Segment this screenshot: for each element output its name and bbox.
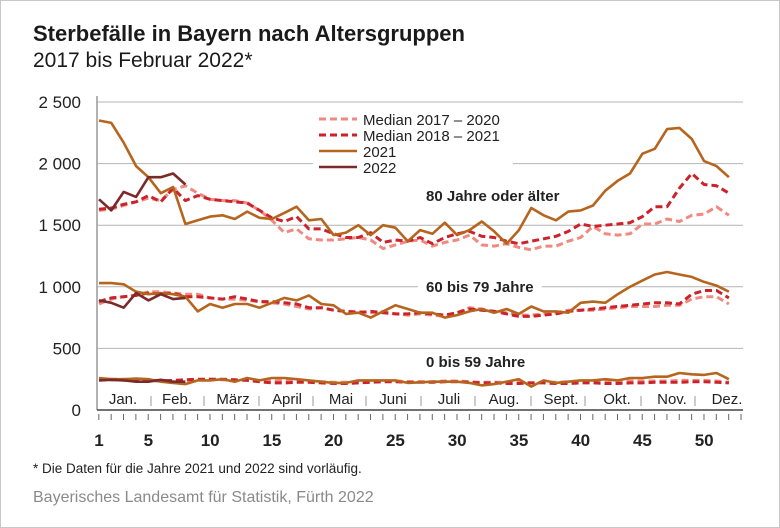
- month-label: Sept.: [543, 391, 578, 408]
- month-label: Juni: [379, 391, 407, 408]
- group-label: 80 Jahre oder älter: [426, 188, 560, 205]
- chart-subtitle: 2017 bis Februar 2022*: [33, 49, 253, 72]
- legend-label: Median 2018 – 2021: [363, 128, 500, 145]
- legend-label: 2021: [363, 144, 396, 161]
- month-label: Mai: [329, 391, 353, 408]
- series-line-2021: [99, 270, 730, 319]
- x-tick-label: 15: [262, 431, 281, 450]
- month-label: Nov.: [657, 391, 687, 408]
- series-line-median-2018-2021: [98, 172, 730, 246]
- x-tick-label: 40: [571, 431, 590, 450]
- month-label: Okt.: [603, 391, 631, 408]
- series-line-2021: [98, 371, 730, 388]
- x-tick-label: 20: [324, 431, 343, 450]
- y-tick-label: 0: [72, 401, 81, 420]
- month-label: Aug.: [489, 391, 520, 408]
- group-label: 0 bis 59 Jahre: [426, 354, 525, 371]
- x-tick-label: 35: [509, 431, 528, 450]
- x-tick-label: 5: [144, 431, 153, 450]
- series-line-2022: [98, 378, 186, 384]
- x-tick-label: 10: [201, 431, 220, 450]
- legend-label: 2022: [363, 160, 396, 177]
- y-tick-label: 500: [53, 339, 81, 358]
- x-tick-label: 45: [633, 431, 652, 450]
- y-tick-label: 1 000: [38, 278, 81, 297]
- month-label: Dez.: [712, 391, 743, 408]
- series-line-2021: [98, 119, 730, 245]
- series-line-2022: [98, 172, 187, 212]
- month-label: April: [272, 391, 302, 408]
- month-label: Feb.: [162, 391, 192, 408]
- series-line-median-2018-2021: [98, 289, 730, 318]
- month-label: Jan.: [109, 391, 137, 408]
- series-line-2022: [98, 291, 186, 310]
- x-tick-label: 30: [448, 431, 467, 450]
- x-tick-label: 1: [94, 431, 103, 450]
- legend-label: Median 2017 – 2020: [363, 112, 500, 129]
- month-label: Juli: [438, 391, 461, 408]
- group-label: 60 bis 79 Jahre: [426, 279, 534, 296]
- chart-title: Sterbefälle in Bayern nach Altersgruppen: [33, 21, 465, 46]
- source-note: Bayerisches Landesamt für Statistik, Für…: [33, 489, 374, 506]
- series-line-median-2017-2020: [98, 184, 730, 252]
- y-tick-label: 2 500: [38, 93, 81, 112]
- label-background: [418, 279, 542, 296]
- x-tick-label: 50: [695, 431, 714, 450]
- footnote: * Die Daten für die Jahre 2021 und 2022 …: [33, 461, 362, 476]
- y-tick-label: 1 500: [38, 216, 81, 235]
- x-tick-label: 25: [386, 431, 405, 450]
- y-tick-label: 2 000: [38, 155, 81, 174]
- month-label: März: [216, 391, 249, 408]
